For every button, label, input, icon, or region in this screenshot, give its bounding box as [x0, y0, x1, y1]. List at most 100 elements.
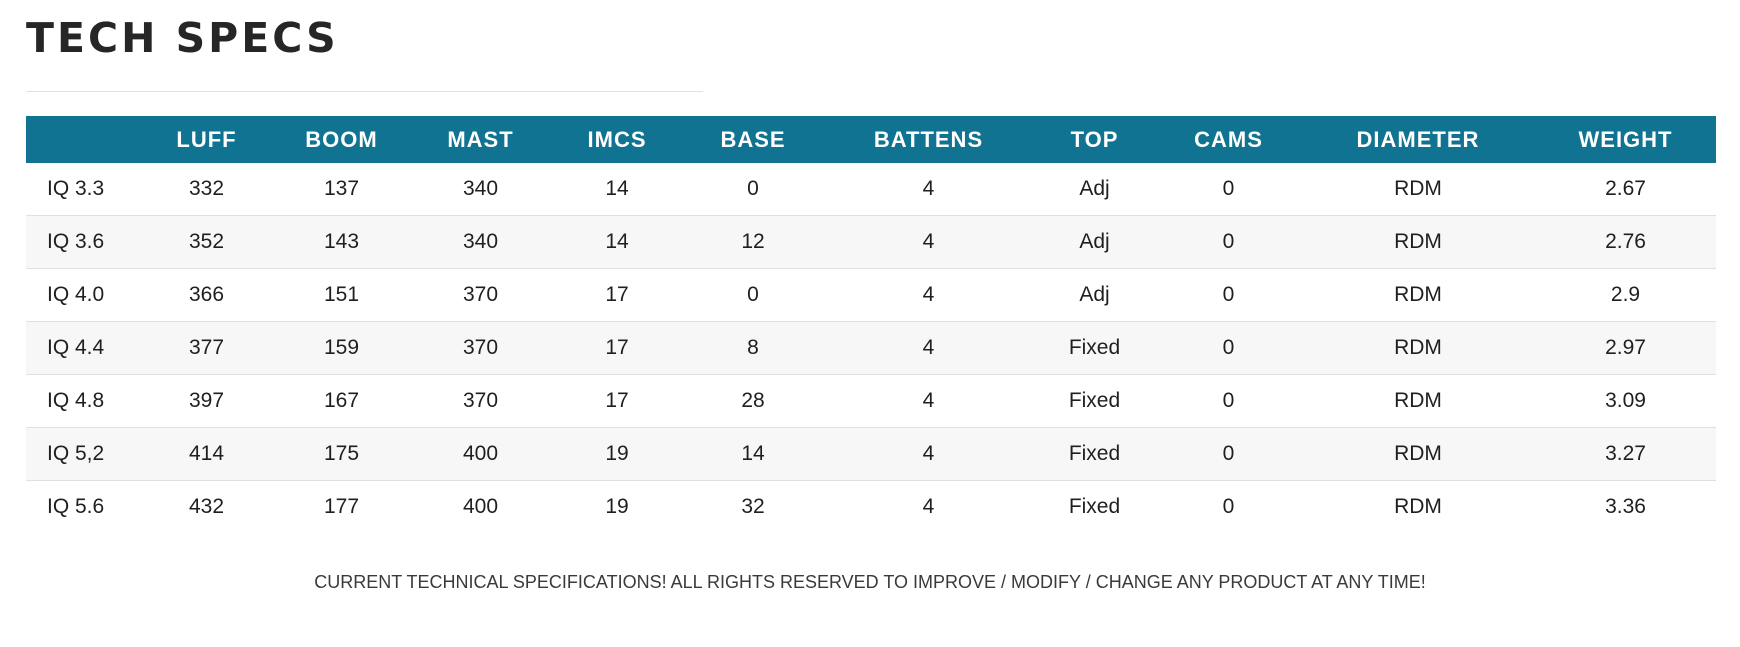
table-header: LUFF BOOM MAST IMCS BASE BATTENS TOP CAMS DIAMET…: [26, 116, 1716, 163]
column-header-battens: BATTENS: [873, 126, 984, 152]
mast-cell: 340: [409, 163, 552, 216]
column-header-model: [26, 116, 139, 163]
top-cell: Adj: [1033, 215, 1156, 269]
model-cell: IQ 3.6: [26, 215, 139, 269]
column-header-cams: CAMS: [1194, 126, 1263, 152]
model-cell: IQ 5,2: [26, 427, 139, 481]
luff-cell: 352: [139, 215, 274, 269]
battens-cell: 4: [824, 163, 1033, 216]
header-row: LUFF BOOM MAST IMCS BASE BATTENS TOP CAMS DIAMET…: [26, 116, 1716, 163]
diameter-cell: RDM: [1301, 374, 1535, 428]
diameter-cell: RDM: [1301, 268, 1535, 322]
luff-cell: 332: [139, 163, 274, 216]
weight-cell: 2.9: [1535, 268, 1716, 322]
title-divider: [26, 91, 703, 92]
boom-cell: 151: [274, 268, 409, 322]
top-cell: Adj: [1033, 163, 1156, 216]
luff-cell: 366: [139, 268, 274, 322]
top-cell: Fixed: [1068, 495, 1121, 518]
table-row: IQ 4.8 397 167 370 17 28 4 Fixed 0 RDM 3.09: [26, 374, 1716, 428]
imcs-cell: 19: [605, 495, 629, 518]
column-header-imcs: IMCS: [587, 126, 647, 152]
base-cell: 32: [741, 495, 765, 518]
weight-cell: 3.09: [1535, 374, 1716, 428]
boom-cell: 159: [274, 321, 409, 375]
mast-cell: 400: [409, 427, 552, 481]
diameter-cell: RDM: [1301, 427, 1535, 481]
column-header-luff: LUFF: [176, 126, 237, 152]
luff-cell: 414: [139, 427, 274, 481]
mast-cell: 370: [409, 268, 552, 322]
boom-cell: 175: [274, 427, 409, 481]
weight-cell: 3.36: [1605, 495, 1646, 518]
table-row: IQ 3.3 332 137 340 14 0 4 Adj 0 RDM 2.67: [26, 163, 1716, 216]
luff-cell: 397: [139, 374, 274, 428]
top-cell: Adj: [1033, 268, 1156, 322]
mast-cell: 370: [409, 374, 552, 428]
model-cell: IQ 4.8: [26, 374, 139, 428]
diameter-cell: RDM: [1301, 163, 1535, 216]
cams-cell: 0: [1156, 374, 1301, 428]
column-header-top: TOP: [1070, 126, 1119, 152]
column-header-diameter: DIAMETER: [1356, 126, 1480, 152]
imcs-cell: 14: [552, 215, 682, 269]
model-cell: IQ 4.0: [26, 268, 139, 322]
column-header-mast: MAST: [447, 126, 514, 152]
table-row: IQ 5,2 414 175 400 19 14 4 Fixed 0 RDM 3.27: [26, 427, 1716, 481]
weight-cell: 2.67: [1535, 163, 1716, 216]
imcs-cell: 17: [552, 374, 682, 428]
column-header-boom: BOOM: [305, 126, 378, 152]
cams-cell: 0: [1156, 268, 1301, 322]
table-body: IQ 3.3 332 137 340 14 0 4 Adj 0 RDM 2.67 IQ 3.6 352 1…: [26, 163, 1716, 533]
page-title: TECH SPECS: [26, 14, 339, 62]
battens-cell: 4: [824, 268, 1033, 322]
top-cell: Fixed: [1033, 374, 1156, 428]
base-cell: 12: [682, 215, 824, 269]
table-row: IQ 4.4 377 159 370 17 8 4 Fixed 0 RDM 2.97: [26, 321, 1716, 375]
column-header-weight: WEIGHT: [1578, 126, 1673, 152]
weight-cell: 2.97: [1535, 321, 1716, 375]
base-cell: 14: [682, 427, 824, 481]
base-cell: 8: [682, 321, 824, 375]
diameter-cell: RDM: [1301, 215, 1535, 269]
imcs-cell: 19: [552, 427, 682, 481]
cams-cell: 0: [1156, 163, 1301, 216]
mast-cell: 340: [409, 215, 552, 269]
boom-cell: 167: [274, 374, 409, 428]
model-cell: IQ 4.4: [26, 321, 139, 375]
boom-cell: 177: [323, 495, 360, 518]
cams-cell: 0: [1156, 215, 1301, 269]
table-row: IQ 4.0 366 151 370 17 0 4 Adj 0 RDM 2.9: [26, 268, 1716, 322]
base-cell: 28: [682, 374, 824, 428]
mast-cell: 370: [409, 321, 552, 375]
column-header-base: BASE: [720, 126, 786, 152]
boom-cell: 137: [274, 163, 409, 216]
battens-cell: 4: [824, 321, 1033, 375]
top-cell: Fixed: [1033, 427, 1156, 481]
cams-cell: 0: [1222, 495, 1235, 518]
battens-cell: 4: [824, 215, 1033, 269]
disclaimer-text: CURRENT TECHNICAL SPECIFICATIONS! ALL RI…: [314, 572, 1426, 592]
top-cell: Fixed: [1033, 321, 1156, 375]
boom-cell: 143: [274, 215, 409, 269]
base-cell: 0: [682, 163, 824, 216]
weight-cell: 2.76: [1535, 215, 1716, 269]
table-row: IQ 5.6 432 177 400 19 32 4 Fixed 0 RDM 3.36: [26, 481, 1716, 534]
table-row: IQ 3.6 352 143 340 14 12 4 Adj 0 RDM 2.76: [26, 215, 1716, 269]
battens-cell: 4: [922, 495, 935, 518]
mast-cell: 400: [462, 495, 499, 518]
diameter-cell: RDM: [1301, 321, 1535, 375]
luff-cell: 377: [139, 321, 274, 375]
cams-cell: 0: [1156, 427, 1301, 481]
model-cell: IQ 3.3: [26, 163, 139, 216]
diameter-cell: RDM: [1394, 495, 1442, 518]
imcs-cell: 17: [552, 268, 682, 322]
battens-cell: 4: [824, 374, 1033, 428]
tech-specs-table: LUFF BOOM MAST IMCS BASE BATTENS TOP CAMS DIAMET…: [26, 116, 1716, 533]
weight-cell: 3.27: [1535, 427, 1716, 481]
imcs-cell: 17: [552, 321, 682, 375]
imcs-cell: 14: [552, 163, 682, 216]
battens-cell: 4: [824, 427, 1033, 481]
cams-cell: 0: [1156, 321, 1301, 375]
model-cell: IQ 5.6: [47, 495, 105, 518]
